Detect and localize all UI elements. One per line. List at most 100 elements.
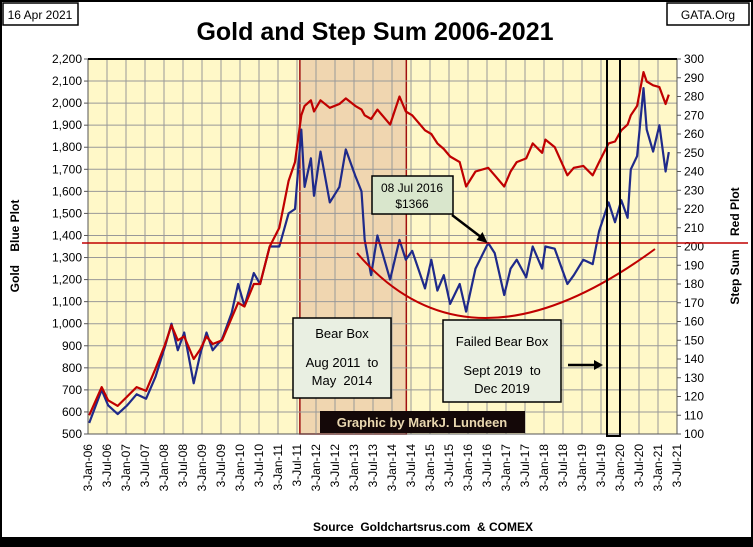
- source-label: Source Goldchartsrus.com & COMEX: [313, 520, 533, 534]
- x-tick-label: 3-Jan-07: [119, 444, 133, 492]
- y-tick-label-left: 1,700: [52, 162, 82, 176]
- y-tick-label-right: 110: [684, 408, 703, 422]
- x-tick-label: 3-Jul-20: [632, 444, 646, 488]
- x-tick-label: 3-Jul-16: [480, 444, 494, 488]
- y-tick-label-right: 200: [684, 240, 704, 254]
- y-tick-label-right: 240: [684, 165, 704, 179]
- date-label: 16 Apr 2021: [8, 8, 73, 22]
- y-tick-label-right: 300: [684, 52, 704, 66]
- x-tick-label: 3-Jul-11: [290, 444, 304, 487]
- y-tick-label-right: 100: [684, 427, 704, 441]
- x-tick-label: 3-Jul-19: [594, 444, 608, 488]
- y-tick-label-right: 250: [684, 146, 704, 160]
- y-tick-label-right: 160: [684, 315, 704, 329]
- y-axis-left-label: Gold Blue Plot: [8, 200, 22, 293]
- bottom-bar: [0, 537, 753, 547]
- y-tick-label-left: 700: [62, 383, 82, 397]
- y-axis-left: 500 600 700 800 900 1,000 1,100 1,200 1,300 1,400…: [52, 52, 88, 441]
- y-tick-label-left: 1,900: [52, 118, 82, 132]
- failed-bear-box-title: Failed Bear Box: [456, 334, 549, 349]
- x-tick-label: 3-Jul-08: [176, 444, 190, 488]
- failed-bear-box-line2: Dec 2019: [474, 381, 530, 396]
- x-tick-label: 3-Jan-13: [347, 444, 361, 492]
- credit-label: Graphic by MarkJ. Lundeen: [337, 415, 508, 430]
- y-tick-label-left: 1,800: [52, 140, 82, 154]
- bear-box-line2: May 2014: [312, 373, 373, 388]
- site-label: GATA.Org: [681, 8, 735, 22]
- x-tick-label: 3-Jan-10: [233, 444, 247, 492]
- x-tick-label: 3-Jan-14: [385, 444, 399, 492]
- failed-bear-box-outline: [606, 58, 621, 437]
- bear-box-line1: Aug 2011 to: [306, 355, 379, 370]
- y-tick-label-right: 120: [684, 390, 704, 404]
- y-tick-label-right: 190: [684, 258, 704, 272]
- y-tick-label-right: 150: [684, 333, 704, 347]
- x-tick-label: 3-Jan-17: [499, 444, 513, 492]
- x-tick-label: 3-Jan-11: [271, 444, 285, 491]
- y-tick-label-right: 280: [684, 90, 704, 104]
- y-tick-label-left: 600: [62, 405, 82, 419]
- y-tick-label-left: 1,400: [52, 228, 82, 242]
- x-tick-label: 3-Jan-18: [537, 444, 551, 492]
- y-tick-label-left: 1,000: [52, 317, 82, 331]
- y-tick-label-right: 260: [684, 127, 704, 141]
- y-tick-label-left: 1,200: [52, 273, 82, 287]
- step_sum-series-line: [88, 70, 670, 416]
- y-tick-label-right: 180: [684, 277, 704, 291]
- y-tick-label-left: 1,600: [52, 184, 82, 198]
- x-tick-label: 3-Jul-07: [138, 444, 152, 488]
- y-tick-label-right: 290: [684, 71, 704, 85]
- y-tick-label-left: 1,100: [52, 295, 82, 309]
- x-tick-label: 3-Jul-06: [100, 444, 114, 488]
- y-tick-label-right: 140: [684, 352, 704, 366]
- x-tick-label: 3-Jan-16: [461, 444, 475, 492]
- callout-date: 08 Jul 2016: [381, 181, 443, 195]
- failed-bear-box-line1: Sept 2019 to: [463, 363, 540, 378]
- x-tick-label: 3-Jul-10: [252, 444, 266, 488]
- callout-box: [371, 175, 454, 215]
- x-tick-label: 3-Jul-15: [442, 444, 456, 488]
- x-tick-label: 3-Jan-21: [651, 444, 665, 492]
- series-lines: [88, 70, 670, 424]
- bear-box-title: Bear Box: [315, 326, 369, 341]
- x-tick-label: 3-Jul-17: [518, 444, 532, 488]
- x-tick-label: 3-Jul-09: [214, 444, 228, 488]
- y-tick-label-left: 800: [62, 361, 82, 375]
- y-tick-label-right: 130: [684, 371, 704, 385]
- y-tick-label-right: 230: [684, 183, 704, 197]
- chart-title: Gold and Step Sum 2006-2021: [196, 18, 553, 46]
- callout-arrow-head-icon: [476, 231, 488, 243]
- x-tick-label: 3-Jan-06: [81, 444, 95, 492]
- date-box: [2, 2, 79, 26]
- y-tick-label-left: 2,100: [52, 74, 82, 88]
- x-tick-label: 3-Jan-12: [309, 444, 323, 492]
- x-tick-label: 3-Jul-18: [556, 444, 570, 488]
- x-tick-label: 3-Jul-13: [366, 444, 380, 488]
- y-axis-right: 100 110 120 130 140 150 160 170 180 190 200 210 220 2…: [677, 52, 704, 441]
- credit-box: [320, 411, 525, 433]
- y-axis-right-label: Step Sum Red Plot: [728, 187, 742, 304]
- y-tick-label-right: 210: [684, 221, 704, 235]
- x-tick-label: 3-Jan-20: [613, 444, 627, 492]
- y-tick-label-left: 2,000: [52, 96, 82, 110]
- gold-series-line: [88, 86, 670, 424]
- x-tick-label: 3-Jan-19: [575, 444, 589, 492]
- y-tick-label-left: 2,200: [52, 52, 82, 66]
- y-tick-label-left: 900: [62, 339, 82, 353]
- y-tick-label-left: 1,300: [52, 251, 82, 265]
- x-tick-label: 3-Jul-21: [670, 444, 684, 488]
- x-tick-label: 3-Jan-15: [423, 444, 437, 492]
- annotations: Bear Box Aug 2011 to May 2014 Failed Bear B…: [82, 58, 748, 437]
- x-axis: 3-Jan-06 3-Jul-06 3-Jan-07 3-Jul-07 3-Jan-08…: [81, 444, 684, 492]
- y-tick-label-right: 170: [684, 296, 704, 310]
- x-tick-label: 3-Jul-12: [328, 444, 342, 488]
- y-tick-label-left: 500: [62, 427, 82, 441]
- bear-box-label-box: [292, 317, 392, 399]
- x-tick-label: 3-Jul-14: [404, 444, 418, 488]
- y-tick-label-right: 270: [684, 108, 704, 122]
- x-tick-label: 3-Jan-08: [157, 444, 171, 492]
- y-tick-label-right: 220: [684, 202, 704, 216]
- callout-arrow: [451, 214, 485, 240]
